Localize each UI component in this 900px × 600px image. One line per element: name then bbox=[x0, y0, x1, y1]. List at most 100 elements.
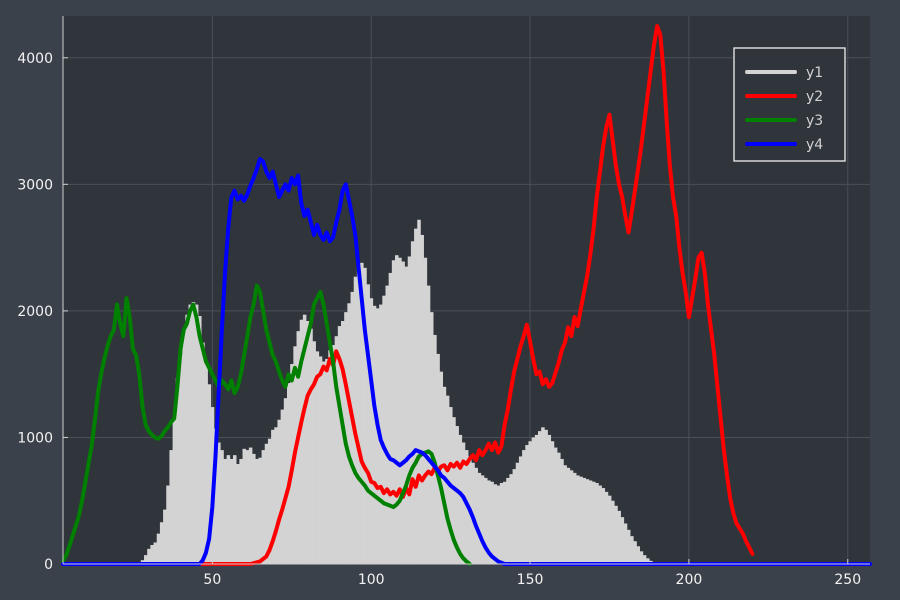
y1-histogram-bar bbox=[245, 450, 250, 564]
y1-histogram-bar bbox=[518, 456, 523, 564]
y1-histogram-bar bbox=[201, 342, 205, 564]
y1-histogram-bar bbox=[509, 474, 513, 564]
y1-histogram-bar bbox=[280, 409, 285, 564]
y1-histogram-bar bbox=[458, 434, 463, 564]
y1-histogram-bar bbox=[258, 457, 262, 564]
y1-histogram-bar bbox=[252, 453, 256, 564]
y1-histogram-bar bbox=[572, 472, 577, 564]
y1-histogram-bar bbox=[614, 505, 618, 564]
y1-histogram-bar bbox=[595, 483, 599, 564]
y1-histogram-bar bbox=[153, 542, 158, 564]
y1-histogram-bar bbox=[239, 458, 243, 564]
y1-histogram-bar bbox=[553, 447, 558, 564]
y1-histogram-bar bbox=[382, 295, 386, 564]
y1-histogram-bar bbox=[283, 398, 288, 564]
y1-histogram-bar bbox=[442, 386, 447, 564]
y1-histogram-bar bbox=[321, 361, 326, 564]
y1-histogram-bar bbox=[356, 269, 361, 564]
y1-histogram-bar bbox=[198, 315, 202, 564]
y1-histogram-bar bbox=[312, 341, 316, 564]
y1-histogram-bar bbox=[429, 312, 434, 564]
legend-label-y4: y4 bbox=[806, 137, 823, 153]
y1-histogram-bar bbox=[229, 458, 234, 564]
y1-histogram-bar bbox=[617, 510, 621, 564]
legend-label-y2: y2 bbox=[806, 89, 823, 105]
y1-histogram-bar bbox=[588, 480, 593, 564]
y1-histogram-bar bbox=[515, 462, 520, 564]
y1-histogram-bar bbox=[560, 458, 564, 564]
y1-histogram-bar bbox=[579, 476, 583, 564]
y1-histogram-bar bbox=[267, 438, 272, 564]
y1-histogram-bar bbox=[334, 336, 339, 564]
y1-histogram-bar bbox=[563, 465, 567, 564]
y1-histogram-bar bbox=[159, 522, 164, 564]
y1-histogram-bar bbox=[534, 434, 539, 564]
y1-histogram-bar bbox=[271, 429, 275, 564]
y1-histogram-bar bbox=[426, 285, 431, 564]
y1-histogram-bar bbox=[576, 475, 580, 564]
y1-histogram-bar bbox=[163, 509, 167, 564]
y1-histogram-bar bbox=[395, 255, 399, 565]
y1-histogram-bar bbox=[236, 464, 240, 564]
y1-histogram-bar bbox=[417, 219, 421, 564]
y1-histogram-bar bbox=[582, 477, 586, 564]
y1-histogram-bar bbox=[480, 475, 485, 564]
y1-histogram-bar bbox=[474, 467, 478, 564]
y1-histogram-bar bbox=[639, 551, 644, 564]
y1-histogram-bar bbox=[633, 541, 637, 564]
y-tick-label: 1000 bbox=[17, 430, 53, 446]
y1-histogram-bar bbox=[401, 261, 405, 564]
y1-histogram-bar bbox=[331, 345, 335, 564]
y1-histogram-bar bbox=[483, 477, 488, 564]
y1-histogram-bar bbox=[611, 500, 615, 564]
y1-histogram-bar bbox=[296, 331, 301, 564]
y1-histogram-bar bbox=[569, 470, 574, 564]
y1-histogram-bar bbox=[318, 356, 323, 564]
y1-histogram-bar bbox=[232, 455, 237, 564]
y1-histogram-bar bbox=[147, 548, 151, 564]
y1-histogram-bar bbox=[150, 545, 154, 564]
y1-histogram-bar bbox=[585, 479, 590, 564]
y1-histogram-bar bbox=[623, 523, 628, 564]
y1-histogram-bar bbox=[607, 495, 612, 564]
y1-histogram-bar bbox=[217, 442, 221, 564]
y1-histogram-bar bbox=[487, 480, 491, 564]
y1-histogram-bar bbox=[503, 481, 507, 564]
y1-histogram-bar bbox=[557, 452, 561, 564]
y1-histogram-bar bbox=[506, 477, 510, 564]
legend-label-y1: y1 bbox=[806, 65, 823, 81]
y1-histogram-bar bbox=[194, 304, 199, 564]
y-tick-label: 0 bbox=[44, 557, 53, 573]
y1-histogram-bar bbox=[420, 234, 424, 564]
y1-histogram-bar bbox=[537, 431, 542, 564]
y1-histogram-bar bbox=[404, 266, 409, 564]
y1-histogram-bar bbox=[493, 484, 498, 564]
y1-histogram-bar bbox=[175, 377, 180, 564]
y1-histogram-bar bbox=[325, 358, 329, 564]
y1-histogram-bar bbox=[541, 427, 545, 564]
y1-histogram-bar bbox=[512, 469, 517, 564]
y1-histogram-bar bbox=[566, 467, 571, 564]
y1-histogram-bar bbox=[363, 267, 367, 564]
y1-histogram-bar bbox=[455, 426, 459, 564]
y1-histogram-bar bbox=[337, 326, 342, 564]
y1-histogram-bar bbox=[226, 455, 231, 564]
y-tick-label: 2000 bbox=[17, 304, 53, 320]
y-tick-label: 4000 bbox=[17, 51, 53, 67]
y1-histogram-bar bbox=[166, 485, 170, 564]
y1-histogram-bar bbox=[544, 429, 548, 564]
y1-histogram-bar bbox=[248, 447, 253, 564]
y1-histogram-bar bbox=[626, 529, 631, 564]
y1-histogram-bar bbox=[360, 262, 364, 564]
y1-histogram-bar bbox=[261, 450, 266, 564]
y1-histogram-bar bbox=[547, 434, 552, 564]
y1-histogram-bar bbox=[185, 314, 189, 564]
y2-line bbox=[61, 24, 755, 566]
y1-histogram-bar bbox=[172, 415, 177, 564]
y1-histogram-bar bbox=[156, 533, 161, 564]
y3-line bbox=[61, 283, 472, 566]
y1-histogram-bar bbox=[642, 555, 647, 564]
y1-histogram-bar bbox=[550, 441, 555, 564]
y1-histogram-bar bbox=[423, 257, 428, 564]
